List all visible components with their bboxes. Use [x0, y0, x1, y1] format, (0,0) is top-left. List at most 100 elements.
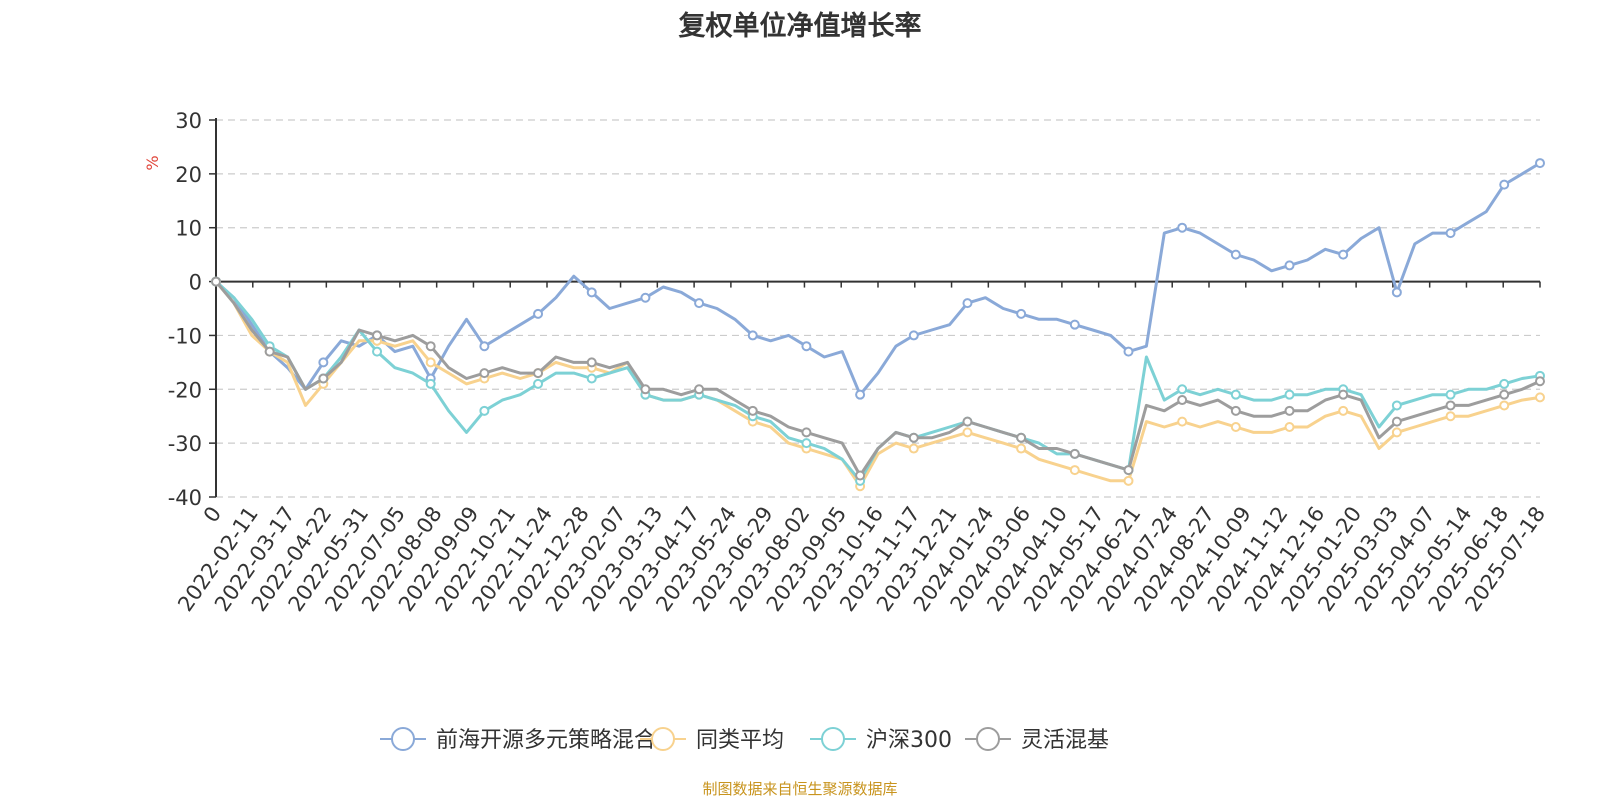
legend-label: 灵活混基: [1021, 728, 1109, 753]
y-tick-label: 10: [175, 217, 202, 241]
data-point: [1338, 249, 1349, 260]
data-point: [479, 341, 490, 352]
y-tick-label: -20: [168, 378, 202, 402]
data-point: [1535, 376, 1545, 387]
legend[interactable]: 前海开源多元策略混合A 同类平均 沪深300 灵活混基: [380, 727, 1109, 753]
data-point: [1123, 346, 1134, 357]
data-point: [586, 357, 597, 368]
data-point: [1284, 260, 1295, 271]
data-point: [211, 276, 221, 287]
data-point: [1123, 465, 1134, 476]
data-point: [1499, 179, 1510, 190]
x-tick-label: 0: [199, 502, 226, 527]
data-point: [1177, 222, 1188, 233]
legend-marker-icon: [976, 727, 1000, 751]
data-point: [1338, 405, 1349, 416]
data-point: [962, 427, 973, 438]
y-axis-unit: %: [143, 155, 162, 170]
data-point: [1284, 389, 1295, 400]
data-point: [318, 357, 329, 368]
data-point: [640, 292, 651, 303]
data-point: [318, 373, 329, 384]
y-tick-label: 20: [175, 163, 202, 187]
y-tick-label: 30: [175, 109, 202, 133]
data-point: [1391, 427, 1402, 438]
data-point: [1177, 395, 1188, 406]
series-line-1: [214, 280, 1541, 488]
legend-label: 同类平均: [696, 728, 784, 753]
legend-marker-icon: [821, 727, 845, 751]
data-point: [908, 432, 919, 443]
data-point: [801, 427, 812, 438]
data-point: [479, 405, 490, 416]
data-point: [1445, 228, 1456, 239]
data-point: [586, 287, 597, 298]
data-point: [425, 341, 436, 352]
data-point: [855, 470, 866, 481]
data-point: [586, 373, 597, 384]
data-point: [1230, 389, 1241, 400]
data-point: [694, 298, 705, 309]
data-point: [801, 341, 812, 352]
y-tick-label: -30: [168, 432, 202, 456]
data-point: [533, 308, 544, 319]
legend-marker-icon: [391, 727, 415, 751]
y-tick-label: -40: [168, 486, 202, 510]
data-point: [962, 298, 973, 309]
legend-label: 沪深300: [866, 728, 952, 753]
data-point: [264, 346, 275, 357]
legend-item-1[interactable]: 同类平均: [640, 727, 784, 753]
data-point: [1499, 389, 1510, 400]
data-point: [1284, 405, 1295, 416]
data-point: [372, 346, 383, 357]
data-point: [1177, 384, 1188, 395]
data-point: [1016, 432, 1027, 443]
data-point: [1069, 448, 1080, 459]
legend-item-2[interactable]: 沪深300: [810, 727, 952, 753]
legend-item-0[interactable]: 前海开源多元策略混合A: [380, 727, 671, 753]
data-point: [1391, 416, 1402, 427]
data-point: [1338, 389, 1349, 400]
data-point: [533, 368, 544, 379]
data-point: [425, 378, 436, 389]
data-point: [1069, 319, 1080, 330]
data-point: [747, 330, 758, 341]
data-point: [1230, 405, 1241, 416]
data-point: [1445, 400, 1456, 411]
footer-credit: 制图数据来自恒生聚源数据库: [702, 780, 898, 798]
data-point: [694, 384, 705, 395]
legend-item-3[interactable]: 灵活混基: [965, 727, 1109, 753]
grid-layer: [216, 119, 1540, 498]
data-point: [1069, 465, 1080, 476]
data-point: [1123, 475, 1134, 486]
data-point: [425, 357, 436, 368]
data-point: [747, 405, 758, 416]
y-tick-label: -10: [168, 324, 202, 348]
legend-marker-icon: [651, 727, 675, 751]
data-point: [533, 378, 544, 389]
data-point: [855, 389, 866, 400]
data-point: [1535, 158, 1545, 169]
data-point: [1177, 416, 1188, 427]
legend-label: 前海开源多元策略混合A: [436, 728, 671, 753]
data-point: [1016, 443, 1027, 454]
data-point: [1016, 308, 1027, 319]
data-point: [1499, 378, 1510, 389]
data-point: [372, 330, 383, 341]
data-point: [1391, 287, 1402, 298]
data-point: [1445, 389, 1456, 400]
data-point: [1391, 400, 1402, 411]
y-tick-label: 0: [189, 271, 202, 295]
data-point: [1230, 421, 1241, 432]
chart-title: 复权单位净值增长率: [678, 11, 922, 42]
data-point: [640, 384, 651, 395]
data-point: [962, 416, 973, 427]
series-line-3: [214, 280, 1541, 477]
data-point: [1445, 411, 1456, 422]
data-point: [1284, 421, 1295, 432]
series-layer: [211, 158, 1545, 492]
data-point: [1499, 400, 1510, 411]
data-point: [908, 443, 919, 454]
data-point: [1230, 249, 1241, 260]
